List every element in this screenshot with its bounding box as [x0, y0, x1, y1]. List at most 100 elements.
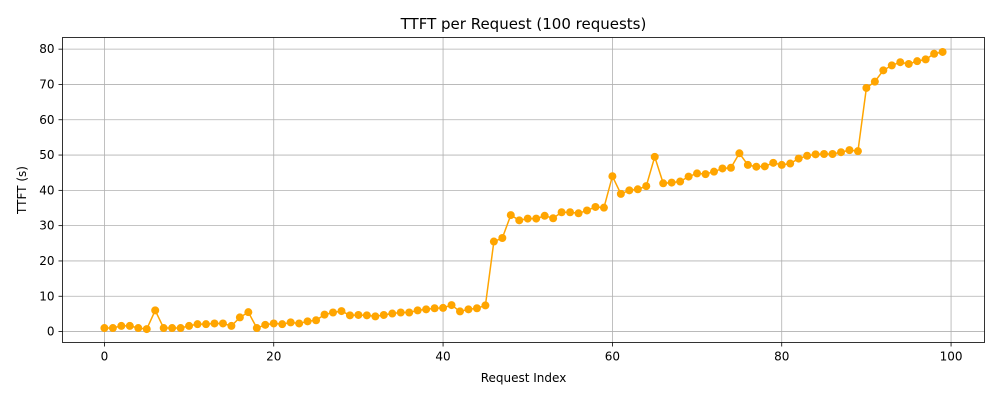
- data-point: [769, 158, 778, 167]
- data-point: [337, 307, 346, 316]
- data-point: [286, 318, 295, 327]
- data-point: [938, 47, 947, 56]
- data-point: [642, 182, 651, 191]
- data-point: [566, 208, 575, 217]
- y-tick-label: 70: [39, 77, 54, 91]
- data-point: [168, 324, 177, 333]
- data-point: [151, 306, 160, 315]
- data-point: [887, 61, 896, 70]
- data-point: [396, 308, 405, 317]
- data-point: [684, 172, 693, 181]
- data-point: [599, 203, 608, 212]
- series-line: [104, 51, 943, 330]
- y-tick-label: 0: [47, 325, 55, 339]
- y-tick-label: 60: [39, 113, 54, 127]
- data-point: [726, 163, 735, 172]
- data-point: [523, 214, 532, 223]
- data-point: [185, 321, 194, 330]
- data-point: [489, 237, 498, 246]
- data-point: [693, 169, 702, 178]
- axis-ticks: 0 20 40 60 80 100 0 10 20 30 40 50 60 70 80: [39, 42, 962, 363]
- data-point: [557, 208, 566, 217]
- grid-lines: [62, 37, 985, 343]
- data-point: [616, 189, 625, 198]
- data-point: [388, 309, 397, 318]
- data-point: [193, 320, 202, 329]
- data-point: [371, 312, 380, 321]
- data-point: [210, 319, 219, 328]
- data-point: [235, 313, 244, 322]
- data-point: [701, 170, 710, 179]
- x-tick-label: 60: [605, 350, 620, 364]
- x-axis-label: Request Index: [481, 371, 567, 385]
- data-point: [329, 308, 338, 317]
- data-point: [447, 301, 456, 310]
- data-point: [506, 211, 515, 220]
- data-point: [532, 214, 541, 223]
- data-point: [464, 305, 473, 314]
- data-point: [100, 324, 109, 333]
- data-point: [515, 216, 524, 225]
- data-point: [422, 305, 431, 314]
- data-point: [269, 319, 278, 328]
- data-point: [896, 58, 905, 67]
- data-point: [803, 151, 812, 160]
- y-tick-label: 80: [39, 42, 54, 56]
- data-point: [608, 172, 617, 181]
- data-point: [676, 177, 685, 186]
- data-point: [659, 179, 668, 188]
- data-point: [218, 319, 227, 328]
- data-point: [752, 162, 761, 171]
- x-tick-label: 80: [774, 350, 789, 364]
- data-point: [591, 202, 600, 211]
- data-point: [354, 310, 363, 319]
- data-point: [142, 325, 151, 334]
- data-point: [379, 310, 388, 319]
- data-point: [117, 321, 126, 330]
- data-point: [625, 186, 634, 195]
- data-point: [633, 185, 642, 194]
- x-tick-label: 20: [266, 350, 281, 364]
- data-point: [430, 304, 439, 313]
- data-point: [439, 303, 448, 312]
- y-tick-label: 20: [39, 254, 54, 268]
- data-point: [278, 320, 287, 329]
- data-point: [481, 301, 490, 310]
- data-point: [108, 324, 117, 333]
- y-axis-label: TTFT (s): [15, 166, 29, 215]
- data-point: [303, 317, 312, 326]
- data-point: [667, 178, 676, 187]
- data-point: [709, 167, 718, 176]
- data-point: [176, 324, 185, 333]
- data-point: [582, 206, 591, 215]
- data-point: [345, 311, 354, 320]
- data-point: [913, 57, 922, 66]
- data-point: [921, 55, 930, 64]
- data-point: [845, 146, 854, 155]
- y-tick-label: 30: [39, 219, 54, 233]
- x-tick-label: 40: [435, 350, 450, 364]
- x-tick-label: 0: [101, 350, 109, 364]
- y-tick-label: 50: [39, 148, 54, 162]
- data-point: [794, 154, 803, 163]
- data-point: [472, 304, 481, 313]
- x-tick-label: 100: [940, 350, 963, 364]
- data-point: [498, 234, 507, 243]
- data-point: [202, 320, 211, 329]
- data-point: [718, 164, 727, 173]
- data-point: [836, 148, 845, 157]
- data-point: [320, 310, 329, 319]
- data-point: [362, 311, 371, 320]
- data-point: [853, 147, 862, 156]
- series-layer: [100, 47, 947, 334]
- data-point: [650, 152, 659, 161]
- data-point: [743, 160, 752, 169]
- data-point: [549, 214, 558, 223]
- data-point: [828, 149, 837, 158]
- data-point: [134, 324, 143, 333]
- data-point: [930, 49, 939, 58]
- data-point: [862, 83, 871, 92]
- data-point: [456, 307, 465, 316]
- data-point: [125, 321, 134, 330]
